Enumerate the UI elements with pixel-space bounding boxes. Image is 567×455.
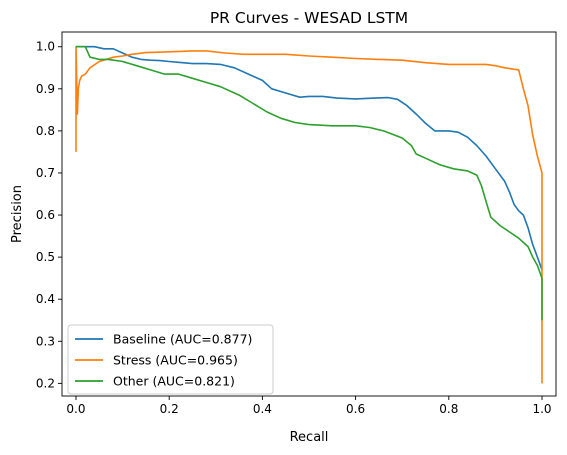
y-tick-label: 0.9 xyxy=(36,82,55,96)
x-tick-label: 0.8 xyxy=(439,402,458,416)
y-tick-label: 0.5 xyxy=(36,250,55,264)
y-tick-label: 0.2 xyxy=(36,376,55,390)
x-tick-label: 0.6 xyxy=(346,402,365,416)
legend: Baseline (AUC=0.877) Stress (AUC=0.965) Ot… xyxy=(67,324,274,395)
legend-label-0: Baseline (AUC=0.877) xyxy=(113,332,252,347)
series-line-0 xyxy=(76,45,543,271)
y-tick-label: 0.3 xyxy=(36,334,55,348)
series-line-1 xyxy=(75,45,543,384)
y-tick-label: 0.8 xyxy=(36,124,55,138)
y-axis-label: Precision xyxy=(10,185,25,243)
x-tick-label: 1.0 xyxy=(532,402,551,416)
y-tick-label: 1.0 xyxy=(36,40,55,54)
y-axis: 0.2 0.3 0.4 0.5 0.6 0.7 0.8 0.9 1.0 xyxy=(36,40,62,390)
chart-title: PR Curves - WESAD LSTM xyxy=(210,9,408,27)
legend-label-2: Other (AUC=0.821) xyxy=(113,374,235,389)
legend-box xyxy=(67,324,274,395)
y-tick-label: 0.7 xyxy=(36,166,55,180)
plot-area xyxy=(75,45,543,384)
x-tick-label: 0.4 xyxy=(253,402,272,416)
y-tick-label: 0.6 xyxy=(36,208,55,222)
series-line-2 xyxy=(76,45,543,321)
legend-label-1: Stress (AUC=0.965) xyxy=(113,353,238,368)
plot-frame xyxy=(61,31,557,397)
x-tick-label: 0.2 xyxy=(160,402,179,416)
x-axis: 0.0 0.2 0.4 0.6 0.8 1.0 xyxy=(66,396,552,416)
y-tick-label: 0.4 xyxy=(36,292,55,306)
x-axis-label: Recall xyxy=(290,430,329,445)
x-tick-label: 0.0 xyxy=(66,402,85,416)
